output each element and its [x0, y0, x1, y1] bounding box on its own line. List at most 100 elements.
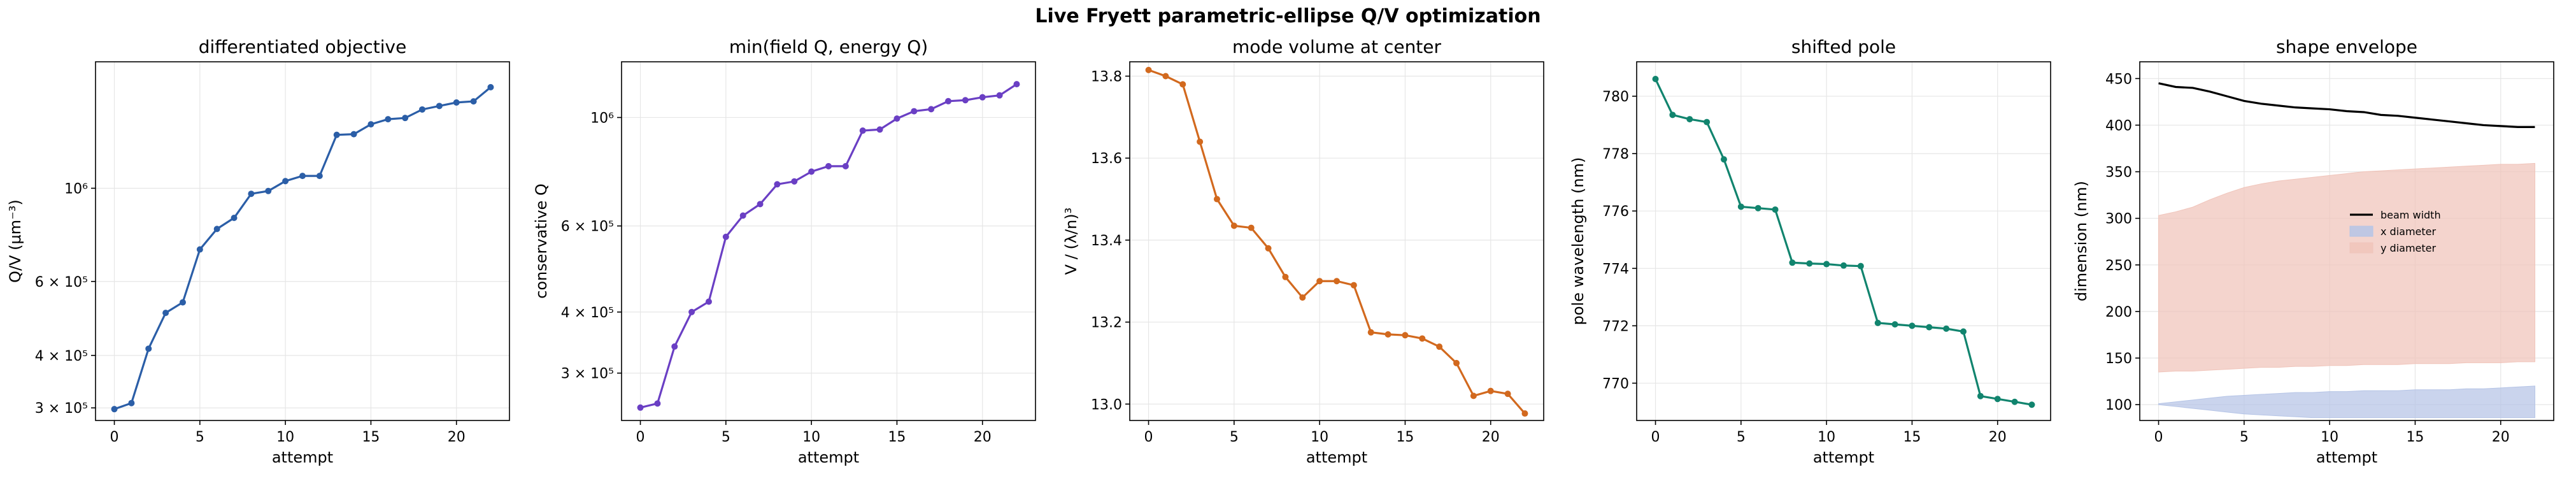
y-tick-label: 4 × 10⁵	[35, 348, 88, 364]
data-point	[1720, 156, 1727, 163]
data-point	[1145, 66, 1152, 73]
y-tick-label: 772	[1602, 319, 1629, 334]
data-point	[705, 298, 712, 305]
y-tick-label: 6 × 10⁵	[35, 275, 88, 291]
y-tick-label: 774	[1602, 261, 1629, 277]
x-tick-label: 15	[888, 429, 906, 445]
y-tick-label: 450	[2105, 71, 2132, 87]
data-point	[1806, 260, 1813, 267]
plot-frame	[1129, 61, 1544, 421]
y-tick-label: 13.4	[1091, 233, 1122, 249]
data-point	[350, 131, 357, 138]
y-tick-label: 13.0	[1091, 397, 1122, 413]
y-tick-label: 400	[2105, 118, 2132, 134]
chart-title: mode volume at center	[1232, 36, 1442, 57]
y-tick-label: 13.6	[1091, 151, 1122, 167]
y-tick-label: 100	[2105, 398, 2132, 413]
data-point	[945, 97, 952, 104]
data-point	[1230, 222, 1237, 229]
data-point	[1686, 116, 1693, 123]
x-tick-label: 5	[722, 429, 730, 445]
data-point	[911, 108, 918, 115]
y-tick-label: 10⁶	[64, 181, 88, 197]
data-point	[213, 226, 220, 233]
data-point	[128, 399, 135, 406]
x-tick-label: 15	[1903, 429, 1921, 445]
data-point	[1197, 138, 1204, 145]
legend-swatch	[2349, 226, 2373, 237]
x-tick-label: 20	[1482, 429, 1500, 445]
data-point	[1840, 262, 1847, 269]
data-point	[1772, 206, 1779, 213]
data-point	[196, 246, 203, 253]
y-tick-label: 770	[1602, 376, 1629, 392]
chart-title: min(field Q, energy Q)	[729, 36, 928, 57]
y-tick-label: 200	[2105, 305, 2132, 320]
y-axis-label: pole wavelength (nm)	[1569, 157, 1587, 326]
data-point	[1737, 203, 1744, 210]
x-tick-label: 10	[1311, 429, 1328, 445]
legend-label: beam width	[2380, 209, 2441, 221]
x-tick-label: 15	[362, 429, 380, 445]
series-line	[640, 83, 1018, 409]
x-tick-label: 5	[1737, 429, 1746, 445]
data-point	[1823, 261, 1830, 268]
data-point	[1350, 282, 1357, 289]
data-point	[739, 212, 746, 219]
data-point	[1994, 396, 2001, 403]
x-axis-label: attempt	[2316, 449, 2377, 466]
x-tick-label: 20	[1989, 429, 2007, 445]
data-point	[893, 115, 900, 122]
x-axis-label: attempt	[272, 449, 333, 466]
data-point	[722, 233, 729, 240]
data-point	[671, 343, 678, 350]
data-point	[979, 94, 986, 101]
data-point	[825, 162, 832, 169]
x-tick-label: 10	[2321, 429, 2338, 445]
data-point	[145, 345, 152, 352]
data-point	[808, 168, 815, 175]
data-point	[1891, 321, 1898, 328]
x-tick-label: 10	[1818, 429, 1835, 445]
plot-frame	[1636, 61, 2051, 421]
data-point	[688, 308, 695, 315]
figure-title: Live Fryett parametric-ellipse Q/V optim…	[1035, 5, 1541, 27]
data-point	[774, 181, 781, 188]
y-tick-label: 350	[2105, 165, 2132, 181]
data-point	[1909, 322, 1916, 329]
chart-panel-4: 0 5 10 15 20 770 772 774 776 778 780 shifted pole at…	[1569, 36, 2051, 466]
data-point	[2028, 401, 2035, 408]
series-line	[114, 86, 492, 410]
data-point	[1316, 278, 1323, 285]
series-line	[1148, 69, 1526, 415]
data-point	[1789, 259, 1796, 266]
x-tick-label: 5	[2240, 429, 2249, 445]
chart-panel-3: 0 5 10 15 20 13.0 13.2 13.4 13.6 13.8 mode volume …	[1062, 36, 1544, 466]
y-tick-label: 6 × 10⁵	[561, 219, 614, 235]
data-point	[248, 190, 255, 197]
x-tick-label: 15	[2406, 429, 2424, 445]
data-point	[367, 121, 374, 128]
data-point	[179, 299, 186, 306]
data-point	[996, 92, 1003, 99]
data-point	[1453, 359, 1460, 366]
chart-panel-5: 0 5 10 15 20 100 150 200 250 300 350 400 450 shape en…	[2072, 36, 2554, 466]
x-tick-label: 20	[974, 429, 992, 445]
data-point	[1874, 319, 1881, 326]
data-point	[1504, 391, 1511, 398]
data-point	[1669, 111, 1676, 118]
plot-frame	[95, 61, 510, 421]
data-point	[385, 116, 392, 123]
data-point	[299, 173, 306, 180]
x-axis-label: attempt	[798, 449, 859, 466]
band-x-diameter	[2158, 385, 2535, 419]
data-point	[487, 83, 494, 90]
data-point	[928, 106, 935, 113]
data-point	[111, 406, 118, 413]
data-point	[1162, 73, 1169, 80]
y-tick-label: 10⁶	[590, 110, 614, 126]
data-point	[162, 310, 169, 317]
data-point	[876, 126, 883, 133]
data-point	[1282, 273, 1289, 280]
